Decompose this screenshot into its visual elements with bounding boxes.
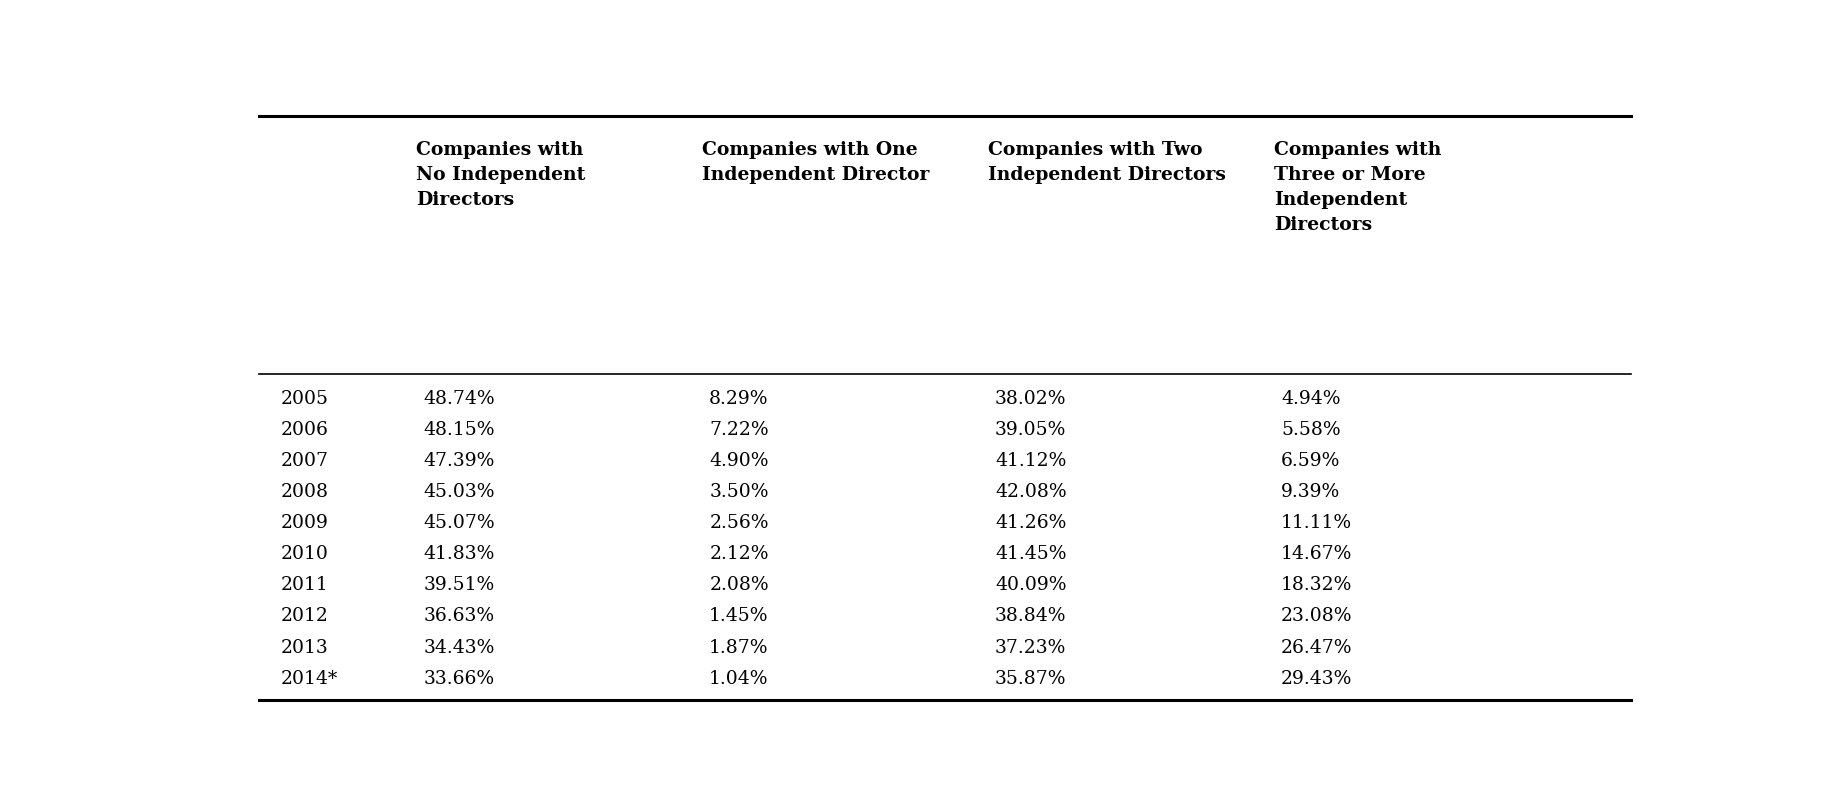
Text: 33.66%: 33.66% [424,670,494,688]
Text: 38.02%: 38.02% [996,389,1066,408]
Text: 2014*: 2014* [280,670,337,688]
Text: 41.12%: 41.12% [996,452,1066,470]
Text: 35.87%: 35.87% [996,670,1066,688]
Text: 48.15%: 48.15% [424,421,494,439]
Text: 1.45%: 1.45% [710,608,769,625]
Text: 2.56%: 2.56% [710,514,769,532]
Text: 2011: 2011 [280,576,328,595]
Text: 1.04%: 1.04% [710,670,769,688]
Text: 9.39%: 9.39% [1282,483,1341,501]
Text: 2009: 2009 [280,514,328,532]
Text: 2007: 2007 [280,452,328,470]
Text: 2013: 2013 [280,638,328,657]
Text: 3.50%: 3.50% [710,483,769,501]
Text: 39.51%: 39.51% [424,576,494,595]
Text: 2006: 2006 [280,421,328,439]
Text: 26.47%: 26.47% [1282,638,1352,657]
Text: 2.12%: 2.12% [710,545,769,563]
Text: 4.90%: 4.90% [710,452,769,470]
Text: 41.83%: 41.83% [424,545,494,563]
Text: 45.03%: 45.03% [424,483,494,501]
Text: 2010: 2010 [280,545,328,563]
Text: Companies with Two
Independent Directors: Companies with Two Independent Directors [988,141,1226,183]
Text: 2.08%: 2.08% [710,576,769,595]
Text: 2012: 2012 [280,608,328,625]
Text: 38.84%: 38.84% [996,608,1066,625]
Text: 37.23%: 37.23% [996,638,1066,657]
Text: 6.59%: 6.59% [1282,452,1341,470]
Text: 23.08%: 23.08% [1282,608,1352,625]
Text: 29.43%: 29.43% [1282,670,1352,688]
Text: 42.08%: 42.08% [996,483,1066,501]
Text: 7.22%: 7.22% [710,421,769,439]
Text: 41.26%: 41.26% [996,514,1066,532]
Text: Companies with
Three or More
Independent
Directors: Companies with Three or More Independent… [1274,141,1442,234]
Text: 36.63%: 36.63% [424,608,494,625]
Text: 5.58%: 5.58% [1282,421,1341,439]
Text: 14.67%: 14.67% [1282,545,1352,563]
Text: Companies with One
Independent Director: Companies with One Independent Director [703,141,929,183]
Text: 11.11%: 11.11% [1282,514,1352,532]
Text: 4.94%: 4.94% [1282,389,1341,408]
Text: 34.43%: 34.43% [424,638,494,657]
Text: 2005: 2005 [280,389,328,408]
Text: 41.45%: 41.45% [996,545,1066,563]
Text: 45.07%: 45.07% [424,514,494,532]
Text: 47.39%: 47.39% [424,452,494,470]
Text: Companies with
No Independent
Directors: Companies with No Independent Directors [417,141,586,208]
Text: 40.09%: 40.09% [996,576,1066,595]
Text: 2008: 2008 [280,483,328,501]
Text: 48.74%: 48.74% [424,389,494,408]
Text: 39.05%: 39.05% [996,421,1066,439]
Text: 1.87%: 1.87% [710,638,769,657]
Text: 18.32%: 18.32% [1282,576,1352,595]
Text: 8.29%: 8.29% [710,389,769,408]
